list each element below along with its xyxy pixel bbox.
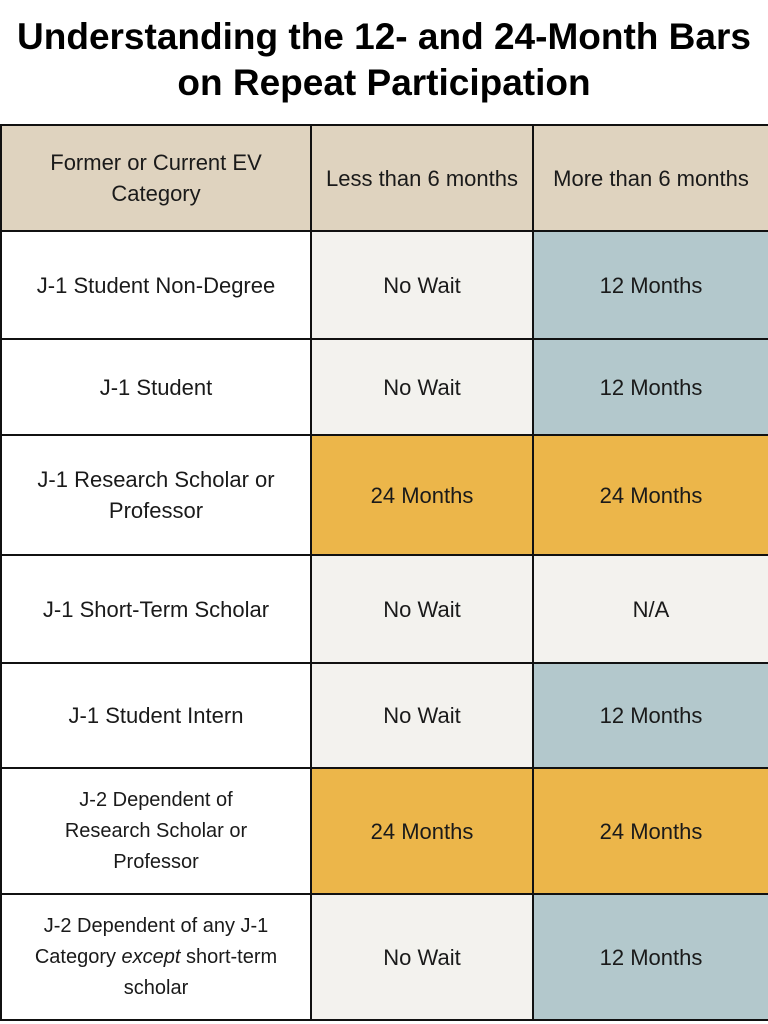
header-less-than-6-months: Less than 6 months: [310, 124, 534, 232]
less-than-6-cell: No Wait: [310, 338, 534, 436]
header-row: Former or Current EV Category Less than …: [0, 124, 768, 232]
table-row: J-1 Research Scholar or Professor 24 Mon…: [0, 434, 768, 556]
less-than-6-cell: 24 Months: [310, 434, 534, 556]
less-than-6-cell: 24 Months: [310, 767, 534, 895]
category-cell: J-1 Student: [0, 338, 312, 436]
more-than-6-cell: 24 Months: [532, 434, 768, 556]
table-row: J-2 Dependent of any J-1 Category except…: [0, 893, 768, 1021]
more-than-6-cell: 12 Months: [532, 230, 768, 340]
category-cell: J-1 Research Scholar or Professor: [0, 434, 312, 556]
more-than-6-cell: 12 Months: [532, 338, 768, 436]
category-cell: J-2 Dependent of any J-1 Category except…: [0, 893, 312, 1021]
table-row: J-1 Student Non-Degree No Wait 12 Months: [0, 230, 768, 340]
repeat-participation-table: Former or Current EV Category Less than …: [0, 124, 768, 1021]
more-than-6-cell: 24 Months: [532, 767, 768, 895]
table-row: J-1 Student No Wait 12 Months: [0, 338, 768, 436]
category-text: short-term scholar: [123, 945, 278, 999]
more-than-6-cell: 12 Months: [532, 662, 768, 769]
table-row: J-1 Student Intern No Wait 12 Months: [0, 662, 768, 769]
table-row: J-2 Dependent of Research Scholar or Pro…: [0, 767, 768, 895]
more-than-6-cell: 12 Months: [532, 893, 768, 1021]
category-cell: J-2 Dependent of Research Scholar or Pro…: [0, 767, 312, 895]
less-than-6-cell: No Wait: [310, 554, 534, 664]
category-emphasis: except: [121, 945, 181, 968]
category-cell: J-1 Student Non-Degree: [0, 230, 312, 340]
header-more-than-6-months: More than 6 months: [532, 124, 768, 232]
category-cell: J-1 Student Intern: [0, 662, 312, 769]
more-than-6-cell: N/A: [532, 554, 768, 664]
less-than-6-cell: No Wait: [310, 662, 534, 769]
page-title: Understanding the 12- and 24-Month Bars …: [17, 16, 751, 103]
table-row: J-1 Short-Term Scholar No Wait N/A: [0, 554, 768, 664]
less-than-6-cell: No Wait: [310, 893, 534, 1021]
header-category: Former or Current EV Category: [0, 124, 312, 232]
category-cell: J-1 Short-Term Scholar: [0, 554, 312, 664]
less-than-6-cell: No Wait: [310, 230, 534, 340]
category-text: J-2 Dependent of any J-1 Category: [34, 914, 269, 968]
